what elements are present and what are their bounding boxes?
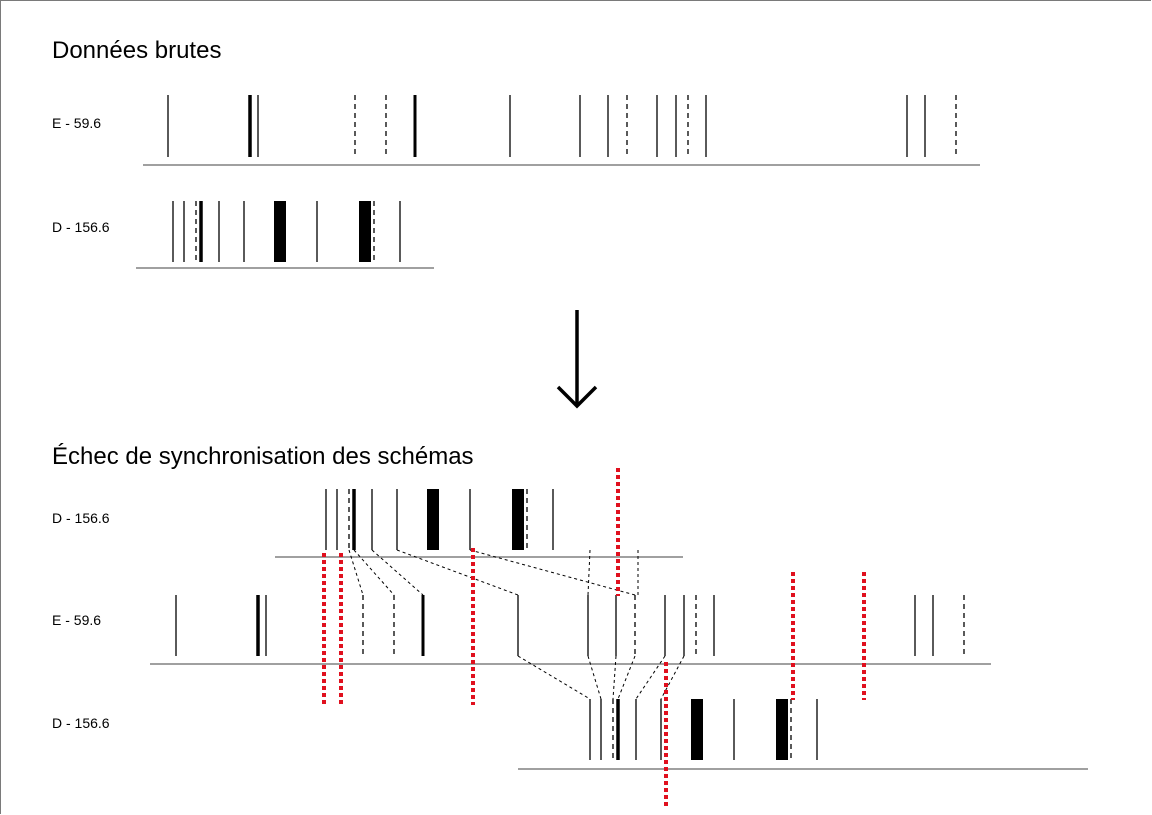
tracks-layer (136, 95, 1088, 770)
alignment-connector (617, 655, 636, 700)
mismatch-layer (322, 468, 866, 808)
track-sync-e (150, 595, 991, 665)
marker-block (512, 489, 524, 550)
track-label-raw-e: E - 59.6 (52, 115, 102, 131)
alignment-connector (371, 549, 424, 596)
marker-block (274, 201, 286, 262)
alignment-connector (660, 655, 685, 700)
marker-block (359, 201, 371, 262)
alignment-connector (587, 655, 602, 700)
marker-block (776, 699, 788, 760)
section-title-failure: Échec de synchronisation des schémas (52, 443, 474, 470)
alignment-connector (469, 549, 636, 596)
alignment-connector (587, 549, 591, 596)
track-label-sync-e: E - 59.6 (52, 612, 102, 628)
track-label-raw-d: D - 156.6 (52, 219, 110, 235)
arrow-down-icon (556, 310, 598, 409)
section-title-raw: Données brutes (52, 37, 222, 64)
alignment-connector (353, 549, 395, 596)
alignment-connector (517, 655, 591, 700)
connectors-layer (348, 549, 685, 700)
marker-block (427, 489, 439, 550)
track-label-sync-d-top: D - 156.6 (52, 510, 110, 526)
alignment-connector (635, 655, 666, 700)
track-raw-e (143, 95, 980, 166)
track-label-sync-d-bottom: D - 156.6 (52, 715, 110, 731)
track-sync-d-bottom (518, 699, 1088, 770)
alignment-connector (348, 549, 364, 596)
alignment-connector (612, 655, 617, 700)
marker-block (691, 699, 703, 760)
track-sync-d-top (275, 489, 683, 558)
track-raw-d (136, 201, 434, 269)
